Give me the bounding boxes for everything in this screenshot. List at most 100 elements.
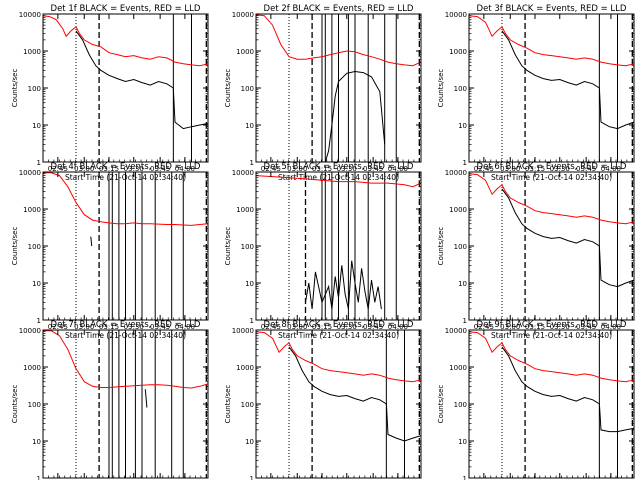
panel-1: Det 1f BLACK = Events, RED = LLD 1 10 100 10…: [11, 4, 209, 182]
panel-5: Det 5f BLACK = Events, RED = LLD11010010…: [224, 162, 422, 340]
x-axis-label: Start Time (21-Oct-14 02:34:40): [491, 173, 612, 182]
panel-title: Det 9f BLACK = Events, RED = LLD: [477, 320, 627, 330]
x-tick-label: 04:00: [175, 165, 195, 173]
panel-title: Det 6f BLACK = Events, RED = LLD: [477, 162, 627, 172]
x-tick-label: 03:30: [337, 165, 357, 173]
x-tick-label: 02:45: [48, 323, 68, 331]
panel-4: Det 4f BLACK = Events, RED = LLD 1 10 100 10…: [11, 162, 209, 340]
y-tick-label: 1000: [236, 364, 254, 372]
x-tick-label: 03:30: [124, 323, 144, 331]
y-tick-label: 100: [28, 243, 41, 251]
x-tick-label: 03:15: [525, 165, 545, 173]
panel-title: Det 3f BLACK = Events, RED = LLD: [477, 4, 627, 14]
y-tick-label: 1000: [23, 364, 41, 372]
y-tick-label: 1000: [23, 48, 41, 56]
panel-8: Det 8f BLACK = Events, RED = LLD11010010…: [224, 320, 422, 480]
y-tick-label: 100: [454, 401, 467, 409]
y-tick-label: 100: [454, 243, 467, 251]
series-line-red: [43, 172, 209, 226]
x-tick-label: 03:45: [363, 323, 383, 331]
panel-9: Det 9f BLACK = Events, RED = LLD 1 10 100 10…: [437, 320, 635, 480]
series-line-black: [305, 260, 382, 310]
y-tick-label: 1: [250, 159, 254, 167]
y-axis-label: Counts/sec: [437, 69, 445, 108]
y-tick-label: 10: [32, 280, 41, 288]
y-tick-label: 10: [32, 438, 41, 446]
panel-6: Det 6f BLACK = Events, RED = LLD11010010…: [437, 162, 635, 340]
plot-frame: [255, 329, 422, 479]
series-line-red: [468, 15, 635, 67]
series-line-red: [42, 15, 209, 67]
plot-frame: [468, 13, 635, 163]
series-line-black: [144, 389, 148, 408]
series-line-red: [43, 330, 209, 389]
y-tick-label: 10000: [19, 169, 41, 177]
y-tick-label: 10: [458, 280, 467, 288]
x-tick-label: 03:45: [576, 165, 596, 173]
y-tick-label: 100: [241, 401, 254, 409]
x-tick-label: 02:45: [474, 323, 494, 331]
y-tick-label: 10: [245, 280, 254, 288]
x-tick-label: 03:00: [287, 323, 307, 331]
y-tick-label: 1: [250, 317, 254, 325]
x-tick-label: 03:00: [287, 165, 307, 173]
y-tick-label: 10000: [232, 169, 254, 177]
panel-title: Det 4f BLACK = Events, RED = LLD: [51, 162, 201, 172]
y-axis-label: Counts/sec: [224, 385, 232, 424]
y-tick-label: 1: [463, 159, 467, 167]
y-tick-label: 10000: [19, 327, 41, 335]
series-line-red: [468, 331, 635, 383]
x-tick-label: 03:00: [74, 323, 94, 331]
y-tick-label: 100: [28, 85, 41, 93]
y-tick-label: 10: [245, 122, 254, 130]
y-axis-label: Counts/sec: [11, 385, 19, 424]
series-line-black: [501, 30, 635, 130]
y-tick-label: 10000: [445, 11, 467, 19]
panel-7: Det 7f BLACK = Events, RED = LLD11010010…: [11, 320, 209, 480]
y-axis-label: Counts/sec: [224, 69, 232, 108]
y-tick-label: 1: [37, 317, 41, 325]
y-tick-label: 100: [241, 85, 254, 93]
x-tick-label: 04:00: [601, 165, 621, 173]
x-tick-label: 03:30: [550, 323, 570, 331]
series-line-red: [255, 175, 422, 188]
y-tick-label: 1000: [236, 206, 254, 214]
x-tick-label: 03:45: [150, 165, 170, 173]
x-tick-label: 03:30: [124, 165, 144, 173]
y-tick-label: 10000: [232, 327, 254, 335]
x-tick-label: 03:45: [363, 165, 383, 173]
x-tick-label: 03:30: [550, 165, 570, 173]
x-tick-label: 03:45: [150, 323, 170, 331]
x-tick-label: 03:00: [500, 323, 520, 331]
panel-title: Det 2f BLACK = Events, RED = LLD: [264, 4, 414, 14]
x-tick-label: 03:30: [337, 323, 357, 331]
y-tick-label: 100: [28, 401, 41, 409]
y-tick-label: 1000: [449, 364, 467, 372]
y-tick-label: 10: [458, 438, 467, 446]
y-tick-label: 1: [37, 475, 41, 480]
y-tick-label: 10000: [19, 11, 41, 19]
series-line-red: [468, 173, 635, 225]
x-tick-label: 03:00: [74, 165, 94, 173]
series-line-red: [255, 331, 422, 383]
y-tick-label: 10: [458, 122, 467, 130]
series-line-black: [501, 346, 635, 433]
x-tick-label: 04:00: [388, 323, 408, 331]
y-tick-label: 1: [463, 317, 467, 325]
plot-frame: [468, 171, 635, 321]
x-tick-label: 02:45: [261, 165, 281, 173]
x-axis-label: Start Time (21-Oct-14 02:34:40): [278, 331, 399, 340]
series-line-black: [324, 70, 386, 163]
series-line-black: [90, 236, 93, 247]
x-tick-label: 03:15: [312, 165, 332, 173]
x-tick-label: 03:15: [99, 165, 119, 173]
plot-frame: [42, 13, 209, 163]
panel-title: Det 8f BLACK = Events, RED = LLD: [264, 320, 414, 330]
y-tick-label: 1000: [449, 206, 467, 214]
x-axis-label: Start Time (21-Oct-14 02:34:40): [491, 331, 612, 340]
y-tick-label: 10000: [445, 169, 467, 177]
x-tick-label: 02:45: [48, 165, 68, 173]
x-tick-label: 03:15: [312, 323, 332, 331]
x-tick-label: 04:00: [601, 323, 621, 331]
